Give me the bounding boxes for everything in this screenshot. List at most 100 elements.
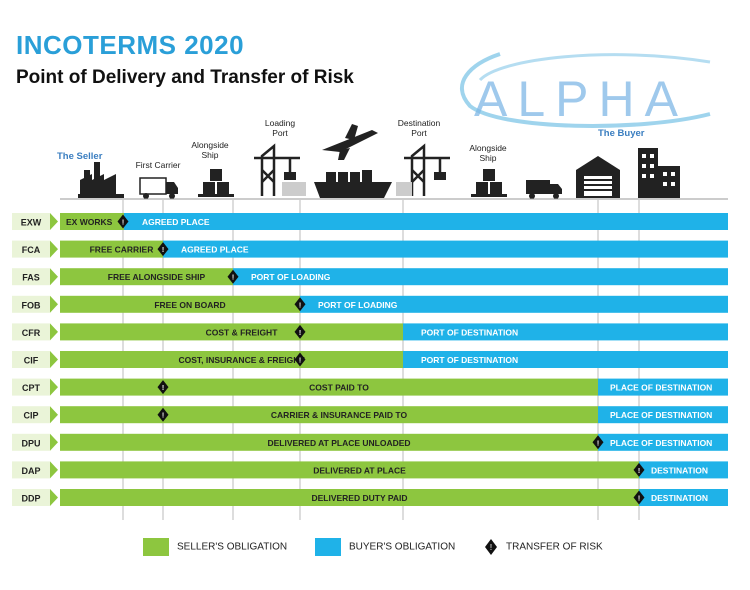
buyer-obligation-bar [124, 213, 728, 230]
term-code-arrow [50, 489, 58, 506]
plane-icon [322, 124, 378, 160]
seller-obligation-label: FREE ALONGSIDE SHIP [108, 272, 206, 282]
term-code-box [12, 378, 50, 396]
seller-obligation-bar [60, 240, 163, 258]
term-code: FAS [22, 273, 40, 283]
seller-obligation-bar [60, 378, 598, 396]
buyer-label: The Buyer [598, 128, 645, 139]
buyer-obligation-label: PORT OF DESTINATION [421, 355, 518, 365]
buyer-obligation-label: PLACE OF DESTINATION [610, 383, 712, 393]
term-code-arrow [50, 378, 58, 396]
term-row-exw: EXW EX WORKS AGREED PLACE! [12, 213, 728, 230]
term-row-fas: FAS FREE ALONGSIDE SHIP PORT OF LOADING! [12, 268, 728, 286]
risk-transfer-glyph: ! [597, 440, 599, 447]
term-code: CPT [22, 383, 41, 393]
term-code-arrow [50, 268, 58, 286]
term-code: FCA [22, 245, 41, 255]
term-code: FOB [22, 300, 41, 310]
buyer-obligation-bar [639, 461, 728, 479]
buyer-obligation-label: PORT OF LOADING [251, 272, 331, 282]
legend-risk: ! TRANSFER OF RISK [484, 538, 603, 556]
seller-obligation-bar [60, 268, 233, 286]
crane-load-icon [434, 172, 446, 180]
legend-seller-swatch [143, 538, 169, 556]
buyer-obligation-bar [403, 351, 728, 368]
seller-obligation-label: COST & FREIGHT [206, 327, 279, 337]
term-code-box [12, 323, 50, 341]
buyer-obligation-bar [598, 433, 728, 451]
risk-transfer-marker [294, 352, 306, 367]
risk-transfer-marker [117, 214, 129, 229]
term-code-box [12, 461, 50, 479]
seller-label: The Seller [57, 151, 103, 162]
term-code-arrow [50, 433, 58, 451]
stage-label-alongside-ship-dest: Alongside Ship [469, 143, 507, 163]
risk-transfer-marker [227, 269, 239, 284]
term-code: DAP [21, 466, 40, 476]
buyer-obligation-bar [598, 378, 728, 396]
seller-obligation-label: COST PAID TO [309, 383, 369, 393]
truck-icon [526, 180, 562, 199]
seller-obligation-bar [60, 461, 639, 479]
seller-obligation-label: COST, INSURANCE & FREIGHT [178, 355, 305, 365]
term-code-box [12, 351, 50, 368]
term-code-box [12, 268, 50, 286]
legend-risk-label: TRANSFER OF RISK [506, 541, 603, 553]
buyer-obligation-label: AGREED PLACE [181, 245, 249, 255]
term-code: EXW [21, 218, 42, 228]
term-code-box [12, 240, 50, 258]
term-row-dpu: DPU DELIVERED AT PLACE UNLOADED PLACE OF D… [12, 433, 728, 451]
risk-transfer-glyph: ! [299, 358, 301, 365]
stage-label-alongside-ship: Alongside Ship [191, 140, 229, 160]
term-code-arrow [50, 240, 58, 258]
risk-transfer-marker [633, 490, 645, 505]
term-code-arrow [50, 461, 58, 479]
container-icon [396, 182, 412, 196]
term-code-arrow [50, 406, 58, 424]
term-code: CIF [24, 356, 39, 366]
risk-transfer-glyph: ! [232, 275, 234, 282]
crane-load-icon [284, 172, 296, 180]
term-row-cpt: CPT COST PAID TO PLACE OF DESTINATION! [12, 378, 728, 396]
container-icon [282, 182, 306, 196]
risk-transfer-marker [592, 435, 604, 450]
boxes-icon [198, 169, 234, 197]
alpha-logo: ALPHA [459, 52, 711, 128]
term-code: CFR [22, 328, 41, 338]
term-row-cfr: CFR COST & FREIGHT PORT OF DESTINATION! [12, 323, 728, 341]
term-row-cif: CIF COST, INSURANCE & FREIGHT PORT OF DEST… [12, 351, 728, 368]
truck-icon [139, 177, 178, 199]
risk-diamond-icon: ! [485, 539, 497, 555]
buyer-obligation-bar [163, 240, 728, 258]
buyer-obligation-label: DESTINATION [651, 465, 708, 475]
stage-label-loading-port: Loading Port [264, 118, 296, 138]
legend-buyer-label: BUYER'S OBLIGATION [349, 541, 456, 553]
svg-text:ALPHA: ALPHA [474, 71, 688, 127]
seller-obligation-label: DELIVERED DUTY PAID [311, 493, 407, 503]
buyer-obligation-label: PORT OF LOADING [318, 300, 398, 310]
seller-obligation-label: FREE ON BOARD [154, 300, 225, 310]
seller-obligation-bar [60, 323, 403, 341]
seller-obligation-label: FREE CARRIER [90, 245, 154, 255]
risk-transfer-marker [157, 242, 169, 257]
risk-transfer-marker [157, 380, 169, 395]
seller-obligation-bar [60, 406, 598, 424]
term-row-fca: FCA FREE CARRIER AGREED PLACE! [12, 240, 728, 258]
legend-seller: SELLER'S OBLIGATION [143, 538, 287, 556]
buildings-icon [638, 148, 680, 198]
buyer-obligation-bar [598, 406, 728, 424]
buyer-obligation-label: PLACE OF DESTINATION [610, 410, 712, 420]
term-code: DDP [21, 494, 40, 504]
risk-transfer-glyph: ! [299, 330, 301, 337]
legend-seller-label: SELLER'S OBLIGATION [177, 541, 288, 553]
term-row-dap: DAP DELIVERED AT PLACE DESTINATION! [12, 461, 728, 479]
risk-transfer-glyph: ! [299, 302, 301, 309]
seller-obligation-bar [60, 351, 403, 368]
seller-obligation-bar [60, 213, 124, 230]
factory-icon [78, 162, 124, 198]
risk-transfer-marker [633, 462, 645, 477]
risk-transfer-marker [294, 324, 306, 339]
seller-obligation-bar [60, 489, 639, 506]
buyer-obligation-label: PLACE OF DESTINATION [610, 438, 712, 448]
